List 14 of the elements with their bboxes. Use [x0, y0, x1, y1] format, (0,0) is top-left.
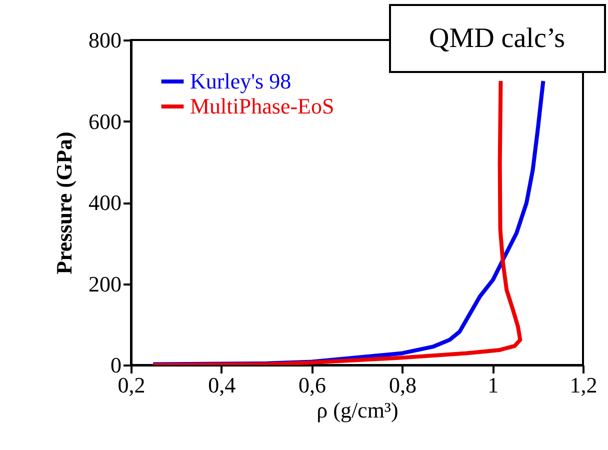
y-tick-label: 800: [88, 28, 122, 52]
annotation: QMD calc’s: [428, 23, 566, 54]
x-tick-label: 0,8: [388, 372, 416, 398]
x-tick-label: 0,4: [208, 372, 236, 398]
x-axis-title: ρ (g/cm³): [316, 398, 398, 422]
y-axis-title: Pressure (GPa): [52, 132, 76, 274]
y-tick-label: 600: [88, 108, 122, 134]
x-tick-label: 0,6: [298, 372, 326, 398]
x-tick-label: 1: [488, 372, 499, 398]
legend-label: MultiPhase-EoS: [190, 94, 334, 118]
legend-label: Kurley's 98: [190, 68, 292, 94]
x-tick-label: 1,2: [570, 372, 598, 398]
y-tick-label: 200: [88, 271, 122, 296]
y-tick-label: 400: [88, 190, 122, 215]
